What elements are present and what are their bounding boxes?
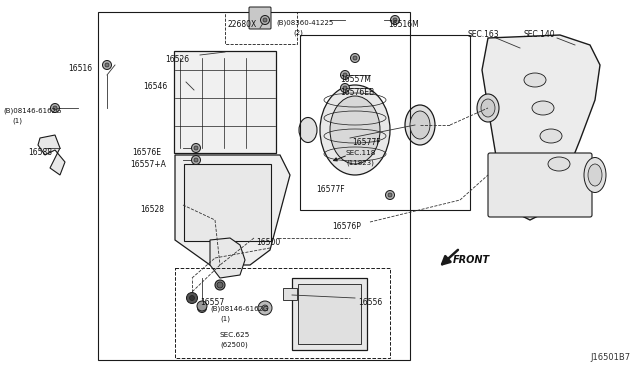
Bar <box>175 268 390 358</box>
Text: J16501B7: J16501B7 <box>590 353 630 362</box>
FancyBboxPatch shape <box>249 7 271 29</box>
Circle shape <box>343 73 347 77</box>
Text: FRONT: FRONT <box>453 255 490 265</box>
Text: (1): (1) <box>12 118 22 125</box>
Text: 16576EB: 16576EB <box>340 88 374 97</box>
Bar <box>298 284 361 344</box>
Polygon shape <box>482 35 600 220</box>
Circle shape <box>191 144 200 153</box>
Text: SEC.140: SEC.140 <box>524 30 556 39</box>
Ellipse shape <box>320 85 390 175</box>
Text: SEC.163: SEC.163 <box>468 30 500 39</box>
Text: (B)08360-41225: (B)08360-41225 <box>276 20 333 26</box>
Text: (B)08146-6162G: (B)08146-6162G <box>3 108 61 115</box>
Text: 22680X: 22680X <box>228 20 257 29</box>
Circle shape <box>102 61 111 70</box>
Ellipse shape <box>548 157 570 171</box>
Polygon shape <box>175 155 290 265</box>
Circle shape <box>217 282 223 288</box>
Ellipse shape <box>299 118 317 142</box>
Circle shape <box>385 190 394 199</box>
Circle shape <box>353 56 357 60</box>
Circle shape <box>105 63 109 67</box>
Text: 16557: 16557 <box>200 298 224 307</box>
Circle shape <box>197 301 207 311</box>
Circle shape <box>262 305 268 311</box>
Circle shape <box>393 18 397 22</box>
FancyBboxPatch shape <box>174 51 276 153</box>
Circle shape <box>258 301 272 315</box>
Text: 16576P: 16576P <box>332 222 361 231</box>
Circle shape <box>388 193 392 197</box>
Text: 16516M: 16516M <box>388 20 419 29</box>
Circle shape <box>263 18 267 22</box>
Circle shape <box>194 158 198 162</box>
Bar <box>300 35 470 210</box>
Text: (2): (2) <box>293 30 303 36</box>
Text: 16577F: 16577F <box>316 185 344 194</box>
Ellipse shape <box>477 94 499 122</box>
Circle shape <box>343 86 347 90</box>
Circle shape <box>53 106 57 110</box>
Text: 16576E: 16576E <box>132 148 161 157</box>
Text: (62500): (62500) <box>220 342 248 349</box>
Bar <box>225 12 297 44</box>
Bar <box>292 278 367 350</box>
Circle shape <box>51 103 60 112</box>
Circle shape <box>340 71 349 80</box>
Ellipse shape <box>584 157 606 192</box>
Ellipse shape <box>410 111 430 139</box>
Circle shape <box>189 295 195 301</box>
Circle shape <box>186 292 198 304</box>
Text: (11823): (11823) <box>346 160 374 167</box>
Circle shape <box>215 280 225 290</box>
Text: 16588: 16588 <box>28 148 52 157</box>
Circle shape <box>200 306 204 310</box>
Text: 16557M: 16557M <box>340 75 371 84</box>
FancyBboxPatch shape <box>184 164 271 241</box>
Text: 16516: 16516 <box>68 64 92 73</box>
Circle shape <box>191 155 200 164</box>
Text: SEC.625: SEC.625 <box>220 332 250 338</box>
Bar <box>98 12 410 360</box>
Text: 16557+A: 16557+A <box>130 160 166 169</box>
Text: (B)08146-6162G: (B)08146-6162G <box>210 305 268 311</box>
Polygon shape <box>210 238 245 278</box>
Circle shape <box>351 54 360 62</box>
Ellipse shape <box>405 105 435 145</box>
Polygon shape <box>38 135 65 175</box>
Text: 16526: 16526 <box>165 55 189 64</box>
Circle shape <box>198 304 207 312</box>
Text: 16556: 16556 <box>358 298 382 307</box>
Ellipse shape <box>540 129 562 143</box>
Text: 16577F: 16577F <box>352 138 381 147</box>
Text: 16546: 16546 <box>143 82 167 91</box>
Text: 16500: 16500 <box>256 238 280 247</box>
Circle shape <box>340 83 349 93</box>
Text: 16528: 16528 <box>140 205 164 214</box>
FancyBboxPatch shape <box>488 153 592 217</box>
Ellipse shape <box>330 96 380 164</box>
Circle shape <box>194 146 198 150</box>
Text: (1): (1) <box>220 315 230 321</box>
Ellipse shape <box>532 101 554 115</box>
Circle shape <box>260 16 269 25</box>
Circle shape <box>390 16 399 25</box>
Bar <box>283 288 297 300</box>
Ellipse shape <box>524 73 546 87</box>
Ellipse shape <box>588 164 602 186</box>
Ellipse shape <box>481 99 495 117</box>
Text: SEC.118: SEC.118 <box>346 150 376 156</box>
